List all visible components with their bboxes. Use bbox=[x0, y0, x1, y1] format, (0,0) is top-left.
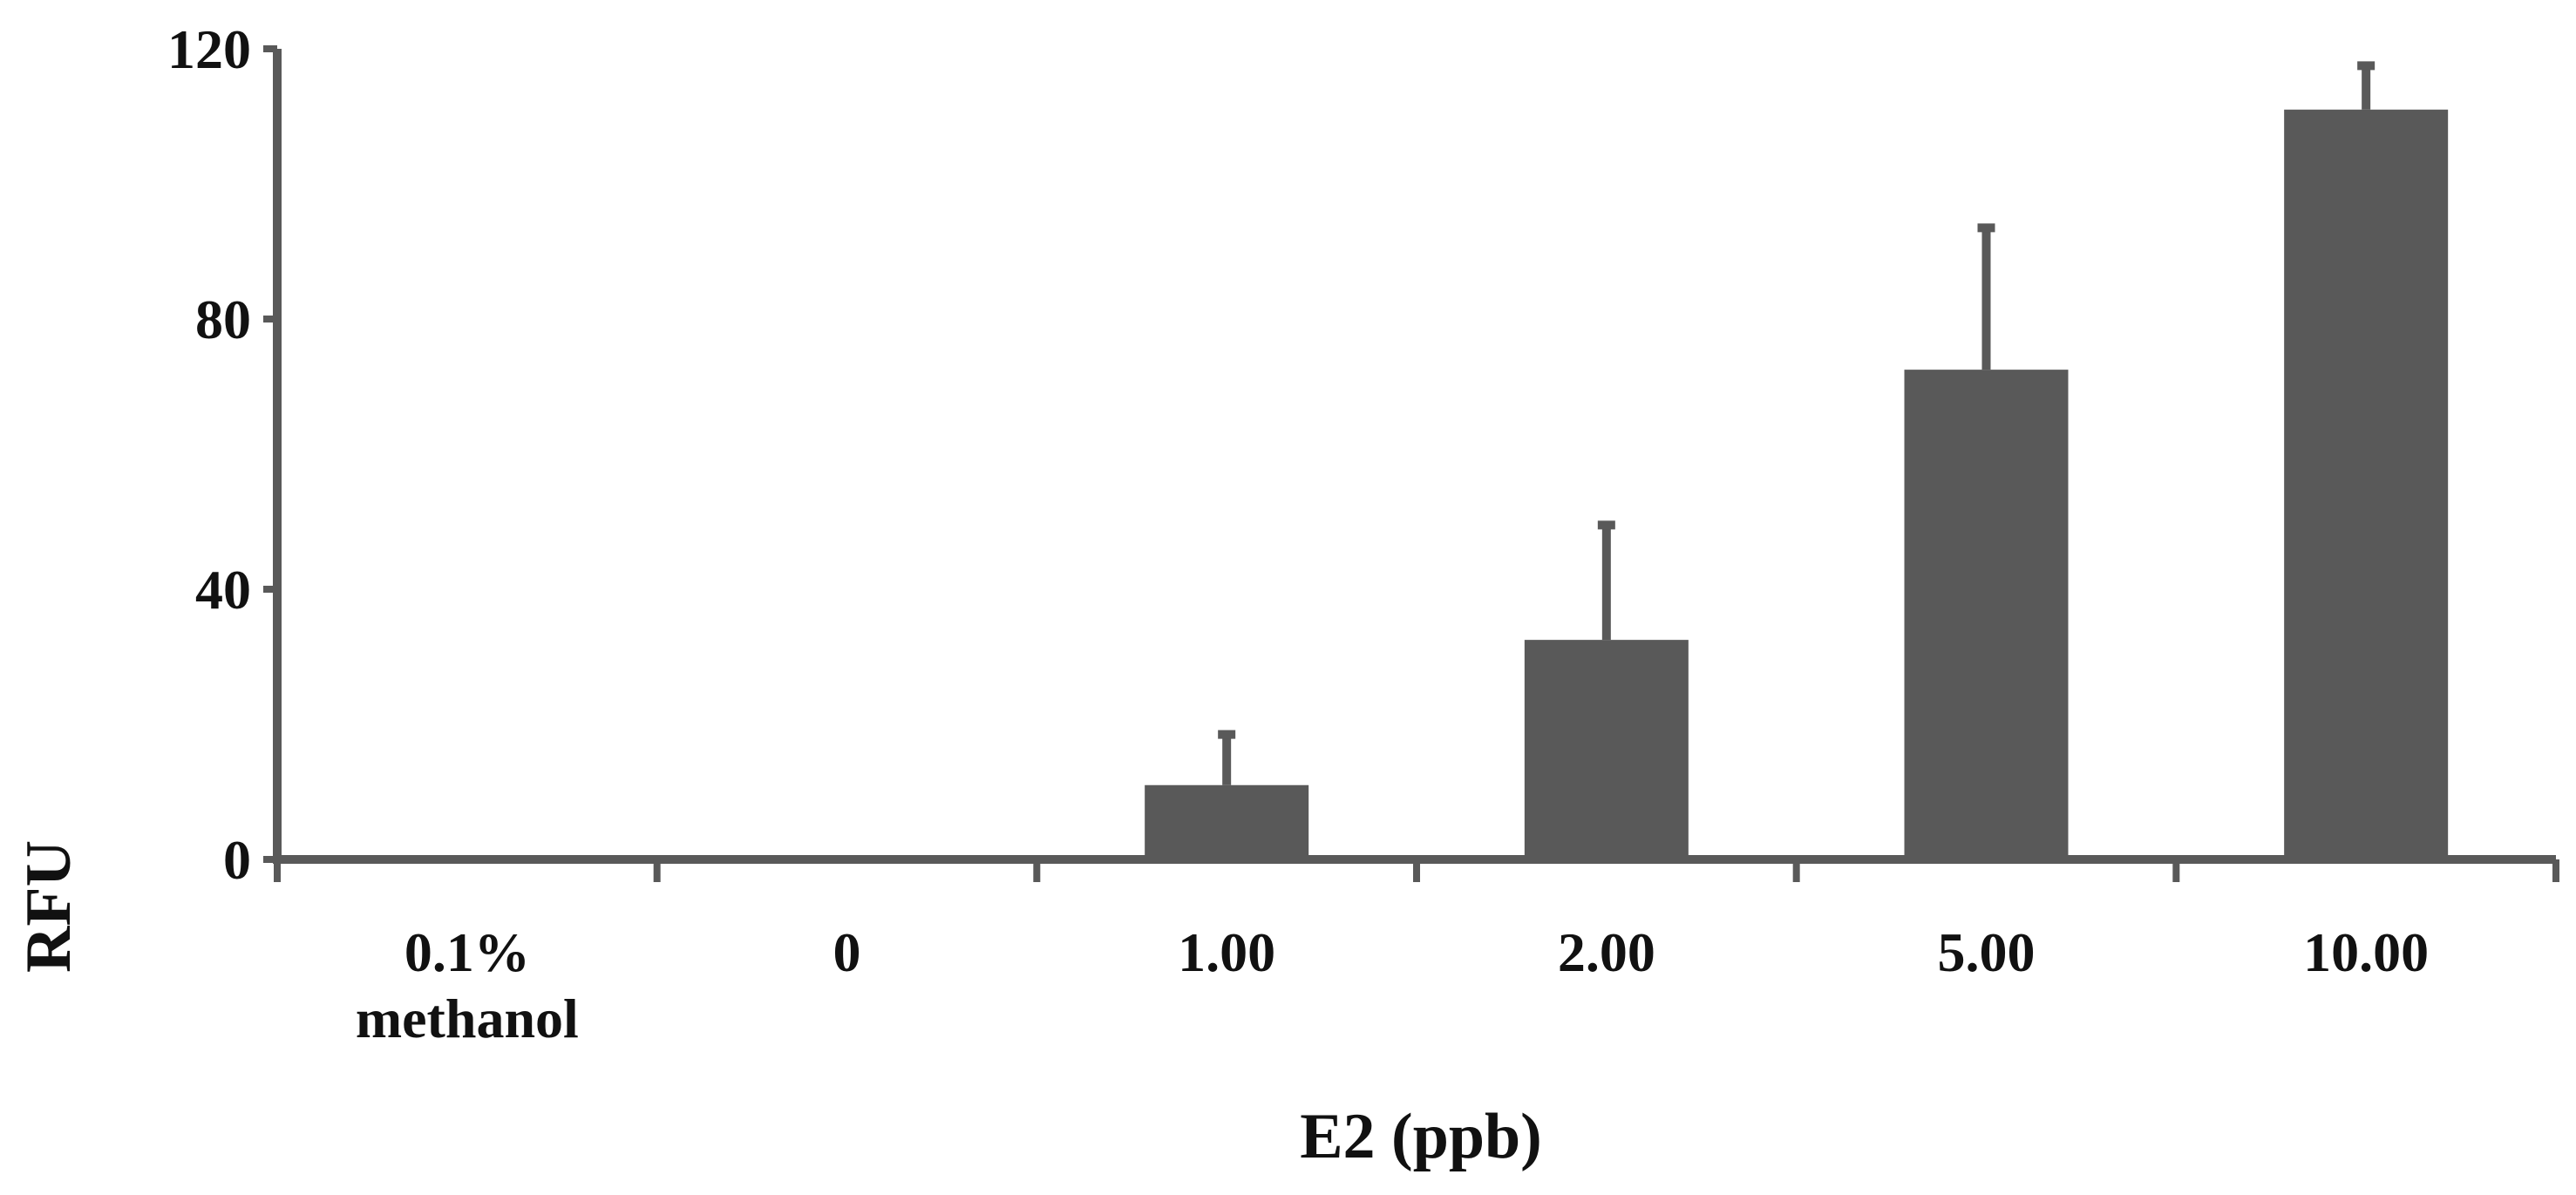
bar-2 bbox=[1145, 784, 1309, 859]
axes-group bbox=[273, 49, 2556, 864]
y-tick-label-2: 80 bbox=[195, 289, 251, 350]
y-tick-label-0: 0 bbox=[223, 829, 251, 891]
bars-group bbox=[1145, 109, 2449, 859]
bar-4 bbox=[1904, 370, 2069, 859]
x-categories-group: 0.1%methanol 0 1.00 2.00 5.00 10.00 bbox=[274, 859, 2559, 1049]
bar-5 bbox=[2284, 109, 2449, 859]
x-category-label-0-line-0: 0.1% bbox=[404, 921, 530, 983]
bar-3 bbox=[1524, 640, 1689, 859]
y-tick-label-3: 120 bbox=[167, 18, 251, 80]
x-category-label-3: 2.00 bbox=[1558, 921, 1655, 983]
y-tick-label-1: 40 bbox=[195, 559, 251, 621]
y-axis-title: RFU bbox=[13, 840, 85, 973]
x-category-label-1: 0 bbox=[833, 921, 861, 983]
x-category-label-0-line-1: methanol bbox=[356, 988, 579, 1049]
x-category-label-4: 5.00 bbox=[1938, 921, 2036, 983]
x-category-label-2: 1.00 bbox=[1178, 921, 1275, 983]
error-bars-group bbox=[1218, 61, 2375, 785]
y-ticks-group: 0 40 80 120 bbox=[167, 18, 277, 891]
x-axis-title: E2 (ppb) bbox=[1300, 1101, 1542, 1172]
x-category-label-5: 10.00 bbox=[2303, 921, 2429, 983]
